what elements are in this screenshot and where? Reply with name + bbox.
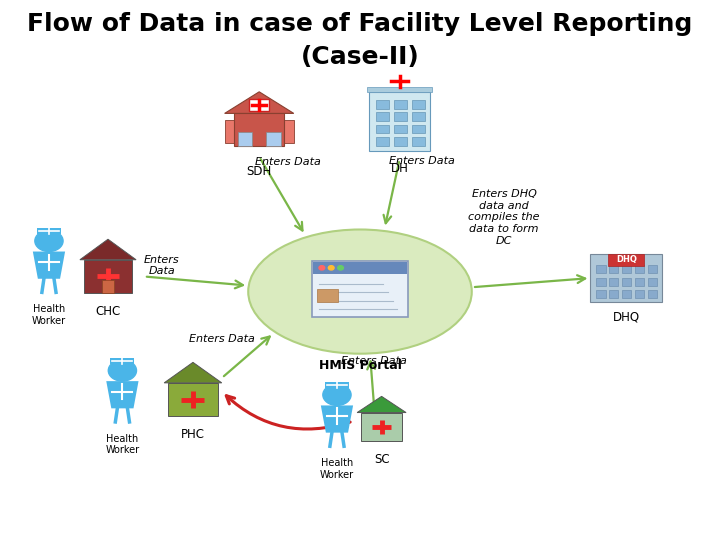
FancyBboxPatch shape xyxy=(369,92,431,151)
FancyBboxPatch shape xyxy=(413,100,426,109)
FancyBboxPatch shape xyxy=(648,278,657,286)
FancyBboxPatch shape xyxy=(284,120,294,143)
Text: SC: SC xyxy=(374,453,390,465)
Polygon shape xyxy=(357,396,406,413)
Text: (Case-II): (Case-II) xyxy=(301,45,419,69)
FancyBboxPatch shape xyxy=(609,290,618,298)
FancyBboxPatch shape xyxy=(635,290,644,298)
FancyBboxPatch shape xyxy=(37,228,61,234)
Text: Flow of Data in case of Facility Level Reporting: Flow of Data in case of Facility Level R… xyxy=(27,12,693,36)
FancyBboxPatch shape xyxy=(609,278,618,286)
FancyArrowPatch shape xyxy=(226,396,350,429)
FancyBboxPatch shape xyxy=(168,383,218,416)
FancyBboxPatch shape xyxy=(266,132,281,146)
Text: CHC: CHC xyxy=(95,305,121,318)
Text: Health
Worker: Health Worker xyxy=(32,304,66,326)
Polygon shape xyxy=(33,252,65,279)
FancyBboxPatch shape xyxy=(609,265,618,273)
FancyBboxPatch shape xyxy=(596,290,606,298)
Polygon shape xyxy=(164,362,222,383)
FancyBboxPatch shape xyxy=(367,87,432,92)
FancyBboxPatch shape xyxy=(622,290,631,298)
FancyBboxPatch shape xyxy=(84,260,132,293)
FancyBboxPatch shape xyxy=(361,413,402,441)
FancyBboxPatch shape xyxy=(413,112,426,121)
Text: Enters DHQ
data and
compiles the
data to form
DC: Enters DHQ data and compiles the data to… xyxy=(468,190,540,246)
Circle shape xyxy=(35,231,63,252)
Ellipse shape xyxy=(248,230,472,354)
FancyBboxPatch shape xyxy=(590,254,662,302)
FancyBboxPatch shape xyxy=(648,290,657,298)
Text: DHQ: DHQ xyxy=(613,310,640,323)
FancyBboxPatch shape xyxy=(110,357,135,364)
Text: DH: DH xyxy=(391,162,408,175)
Circle shape xyxy=(319,266,325,270)
FancyBboxPatch shape xyxy=(608,254,644,266)
FancyBboxPatch shape xyxy=(395,125,408,133)
FancyBboxPatch shape xyxy=(395,137,408,146)
FancyBboxPatch shape xyxy=(238,132,252,146)
Circle shape xyxy=(323,384,351,406)
Circle shape xyxy=(328,266,334,270)
Circle shape xyxy=(338,266,343,270)
Polygon shape xyxy=(107,381,138,408)
FancyBboxPatch shape xyxy=(635,265,644,273)
Text: Enters Data: Enters Data xyxy=(255,157,321,167)
Text: Enters Data: Enters Data xyxy=(389,156,454,166)
Polygon shape xyxy=(80,239,136,260)
FancyBboxPatch shape xyxy=(325,382,349,388)
FancyBboxPatch shape xyxy=(377,112,390,121)
Text: PHC: PHC xyxy=(181,428,205,441)
Circle shape xyxy=(108,360,137,381)
FancyBboxPatch shape xyxy=(635,278,644,286)
FancyBboxPatch shape xyxy=(377,125,390,133)
FancyBboxPatch shape xyxy=(395,112,408,121)
FancyBboxPatch shape xyxy=(317,289,338,302)
FancyBboxPatch shape xyxy=(648,265,657,273)
FancyBboxPatch shape xyxy=(596,278,606,286)
FancyBboxPatch shape xyxy=(622,278,631,286)
Text: Health
Worker: Health Worker xyxy=(320,458,354,480)
Text: Enters Data: Enters Data xyxy=(341,355,408,366)
FancyBboxPatch shape xyxy=(377,137,390,146)
Text: Enters Data: Enters Data xyxy=(189,334,255,344)
FancyBboxPatch shape xyxy=(413,125,426,133)
FancyBboxPatch shape xyxy=(596,265,606,273)
FancyBboxPatch shape xyxy=(313,262,407,274)
FancyBboxPatch shape xyxy=(413,137,426,146)
Text: SDH: SDH xyxy=(246,165,272,178)
FancyBboxPatch shape xyxy=(312,261,408,317)
Polygon shape xyxy=(321,406,353,433)
Text: HMIS Portal: HMIS Portal xyxy=(318,359,402,372)
FancyBboxPatch shape xyxy=(622,265,631,273)
FancyBboxPatch shape xyxy=(234,113,284,146)
FancyBboxPatch shape xyxy=(395,100,408,109)
Text: Health
Worker: Health Worker xyxy=(105,434,140,455)
FancyBboxPatch shape xyxy=(102,280,114,293)
Text: DHQ: DHQ xyxy=(616,255,636,264)
Polygon shape xyxy=(225,92,294,113)
FancyBboxPatch shape xyxy=(377,100,390,109)
FancyBboxPatch shape xyxy=(249,99,269,111)
FancyBboxPatch shape xyxy=(225,120,235,143)
Text: Enters
Data: Enters Data xyxy=(144,255,180,276)
